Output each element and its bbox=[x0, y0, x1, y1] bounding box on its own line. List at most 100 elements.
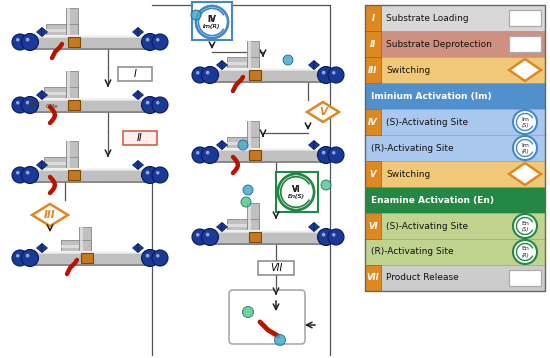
Bar bbox=[365, 187, 545, 213]
Circle shape bbox=[26, 101, 30, 105]
Circle shape bbox=[192, 67, 208, 83]
Bar bbox=[365, 31, 381, 57]
Polygon shape bbox=[309, 223, 314, 232]
Polygon shape bbox=[133, 28, 138, 37]
Bar bbox=[44, 162, 66, 165]
Text: OMe: OMe bbox=[46, 104, 58, 109]
Polygon shape bbox=[509, 163, 541, 185]
Bar bbox=[247, 137, 259, 149]
Bar bbox=[249, 70, 261, 80]
Bar bbox=[365, 31, 545, 57]
Text: V: V bbox=[319, 107, 327, 117]
Circle shape bbox=[201, 228, 218, 246]
Bar bbox=[214, 68, 322, 71]
Circle shape bbox=[196, 71, 200, 74]
Bar bbox=[365, 239, 545, 265]
Polygon shape bbox=[42, 28, 47, 37]
Bar bbox=[44, 92, 66, 95]
Text: Im(R): Im(R) bbox=[204, 24, 221, 29]
Polygon shape bbox=[42, 243, 47, 252]
Bar bbox=[248, 41, 251, 69]
Text: VI: VI bbox=[368, 222, 378, 231]
Bar bbox=[214, 68, 322, 70]
Text: En(S): En(S) bbox=[288, 194, 305, 198]
Circle shape bbox=[243, 306, 254, 318]
Circle shape bbox=[26, 38, 30, 42]
Bar bbox=[66, 141, 78, 169]
Bar bbox=[365, 265, 545, 291]
Circle shape bbox=[146, 38, 150, 42]
Polygon shape bbox=[217, 140, 222, 150]
Bar bbox=[66, 8, 78, 36]
Circle shape bbox=[152, 97, 168, 113]
Circle shape bbox=[328, 229, 344, 245]
Bar bbox=[227, 137, 247, 149]
Bar bbox=[34, 98, 146, 100]
Circle shape bbox=[513, 240, 537, 264]
Bar bbox=[34, 109, 146, 113]
Bar bbox=[276, 172, 318, 212]
Circle shape bbox=[192, 147, 208, 163]
Bar bbox=[247, 121, 259, 149]
Bar bbox=[509, 10, 541, 26]
Polygon shape bbox=[222, 61, 228, 69]
Bar bbox=[365, 135, 545, 161]
Bar bbox=[214, 148, 322, 151]
Circle shape bbox=[317, 67, 334, 83]
Bar bbox=[365, 57, 545, 83]
Bar bbox=[66, 71, 78, 99]
Bar bbox=[227, 57, 247, 69]
Text: IV: IV bbox=[368, 117, 378, 126]
Circle shape bbox=[16, 101, 19, 105]
Circle shape bbox=[16, 38, 19, 42]
Bar bbox=[34, 251, 146, 255]
Text: (R)-Activating Site: (R)-Activating Site bbox=[371, 144, 454, 153]
Text: (S): (S) bbox=[521, 122, 529, 127]
Bar bbox=[34, 262, 146, 266]
Bar bbox=[249, 232, 261, 242]
Bar bbox=[509, 36, 541, 52]
Text: En(S): En(S) bbox=[288, 194, 305, 198]
Circle shape bbox=[206, 151, 210, 155]
Text: En: En bbox=[521, 247, 529, 252]
Circle shape bbox=[201, 146, 218, 164]
Text: Switching: Switching bbox=[386, 169, 430, 179]
Text: En: En bbox=[521, 221, 529, 226]
Circle shape bbox=[146, 254, 150, 257]
Text: II: II bbox=[370, 39, 376, 48]
Bar bbox=[365, 109, 381, 135]
Polygon shape bbox=[217, 223, 222, 232]
Circle shape bbox=[322, 233, 326, 237]
Circle shape bbox=[278, 174, 314, 210]
Circle shape bbox=[196, 6, 228, 38]
Circle shape bbox=[196, 6, 228, 38]
Polygon shape bbox=[36, 160, 42, 169]
Polygon shape bbox=[217, 61, 222, 69]
Polygon shape bbox=[42, 91, 47, 100]
Bar bbox=[227, 219, 247, 231]
Circle shape bbox=[332, 151, 336, 155]
Bar bbox=[247, 203, 259, 231]
Circle shape bbox=[141, 97, 158, 113]
Bar bbox=[66, 87, 78, 99]
Circle shape bbox=[146, 101, 150, 105]
Text: Substrate Deprotection: Substrate Deprotection bbox=[386, 39, 492, 48]
Bar bbox=[34, 98, 146, 101]
Text: Enamine Activation (En): Enamine Activation (En) bbox=[371, 195, 494, 204]
Bar bbox=[67, 71, 70, 99]
Circle shape bbox=[513, 214, 537, 238]
Circle shape bbox=[141, 250, 158, 266]
Bar bbox=[365, 161, 381, 187]
Circle shape bbox=[156, 101, 160, 105]
Circle shape bbox=[196, 151, 200, 155]
Bar bbox=[34, 36, 146, 48]
Bar bbox=[365, 5, 545, 31]
Polygon shape bbox=[138, 243, 144, 252]
Bar bbox=[34, 252, 146, 264]
Circle shape bbox=[192, 229, 208, 245]
Text: IV: IV bbox=[207, 15, 216, 24]
Circle shape bbox=[317, 228, 334, 246]
Bar bbox=[192, 2, 232, 40]
Circle shape bbox=[321, 180, 331, 190]
Text: VI: VI bbox=[292, 184, 300, 194]
